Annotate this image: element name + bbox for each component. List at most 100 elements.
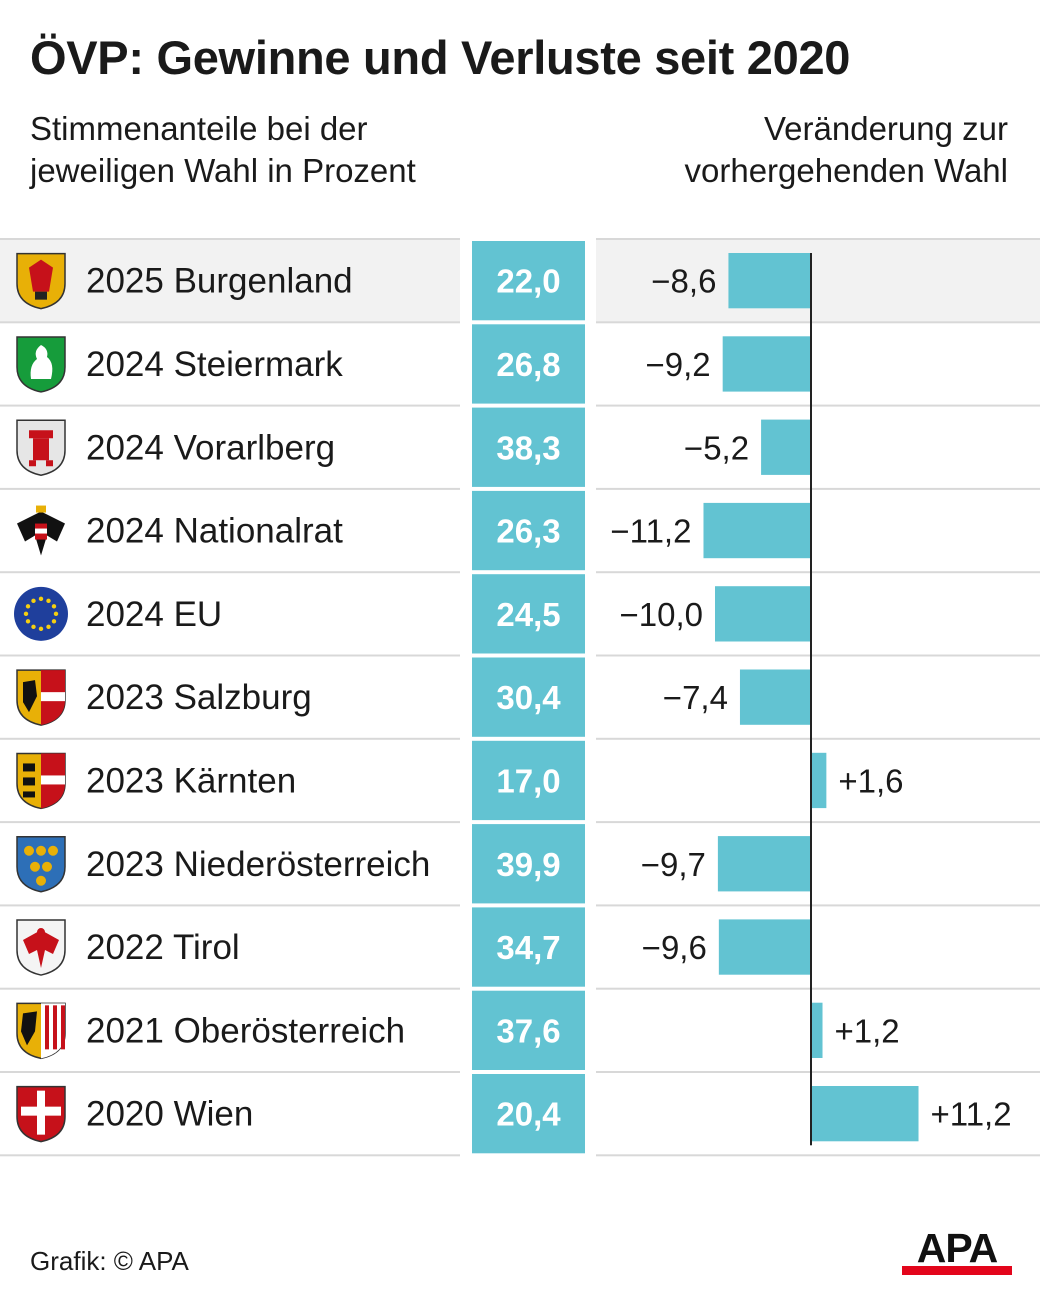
zero-axis [810, 253, 812, 1146]
vote-share-label: 39,9 [496, 846, 560, 883]
chart-title: ÖVP: Gewinne und Verluste seit 2020 [30, 31, 851, 84]
change-label: −9,7 [641, 846, 706, 883]
vote-share-box [472, 241, 585, 321]
subtitle-left-line-1: Stimmenanteile bei der [30, 110, 368, 147]
change-label: +1,2 [835, 1012, 900, 1049]
row-separator-left [0, 1071, 460, 1073]
change-label: −9,6 [642, 929, 707, 966]
vote-share-label: 20,4 [496, 1096, 561, 1133]
category-label: 2023 Niederösterreich [86, 845, 430, 884]
kaernten-coat-of-arms-icon [16, 752, 66, 810]
row-separator-right [596, 487, 1040, 490]
apa-logo: APA [902, 1228, 1012, 1276]
niederoesterreich-coat-of-arms-icon [16, 836, 66, 893]
change-bar [811, 1002, 823, 1058]
eu-flag-icon [14, 586, 68, 641]
burgenland-coat-of-arms-icon [16, 252, 66, 310]
category-label: 2023 Kärnten [86, 761, 296, 800]
change-bar [722, 336, 811, 392]
row-separator-left [0, 737, 460, 740]
change-bar [761, 419, 811, 475]
change-label: +1,6 [838, 762, 903, 799]
row-separator-right [596, 571, 1040, 574]
row-separator-left [0, 487, 460, 490]
row-separator-right [596, 1154, 1040, 1157]
change-bar [811, 1086, 919, 1142]
row-separator-right [596, 321, 1040, 324]
row-separator-right [596, 987, 1040, 990]
row-separator-left [0, 1154, 460, 1157]
highlight-row-left [0, 239, 460, 323]
category-label: 2021 Oberösterreich [86, 1011, 405, 1050]
subtitle-right: Veränderung zur vorhergehenden Wahl [685, 108, 1009, 192]
vote-share-box [472, 574, 585, 654]
change-bar [717, 836, 811, 892]
row-separator-left [0, 404, 460, 407]
change-bar [739, 669, 811, 725]
subtitle-left: Stimmenanteile bei der jeweiligen Wahl i… [30, 108, 416, 192]
subtitle-left-line-2: jeweiligen Wahl in Prozent [30, 152, 416, 189]
category-label: 2024 Vorarlberg [86, 428, 335, 467]
vote-share-box [472, 1074, 585, 1154]
vote-share-label: 24,5 [496, 596, 560, 633]
category-label: 2024 EU [86, 595, 222, 634]
vote-share-label: 34,7 [496, 929, 560, 966]
vote-share-label: 17,0 [496, 762, 560, 799]
row-separator-right [596, 737, 1040, 740]
subtitle-right-line-2: vorhergehenden Wahl [684, 152, 1009, 189]
category-label: 2022 Tirol [86, 928, 240, 967]
change-label: −10,0 [620, 596, 704, 633]
row-separator-left [0, 321, 460, 324]
row-separator-right [596, 238, 1040, 240]
change-label: −5,2 [684, 429, 749, 466]
row-separator-left [0, 571, 460, 574]
oberoesterreich-coat-of-arms-icon [16, 1002, 66, 1060]
highlight-row-right [596, 239, 1040, 323]
vote-share-label: 26,8 [496, 346, 560, 383]
change-label: −8,6 [651, 263, 716, 300]
subtitle-right-line-1: Veränderung zur [763, 110, 1008, 147]
change-label: +11,2 [931, 1096, 1012, 1133]
row-separator-left [0, 821, 460, 824]
change-bar [811, 752, 827, 809]
row-separator-right [596, 404, 1040, 407]
change-bar [728, 253, 811, 309]
change-bar [718, 919, 811, 975]
row-separator-left [0, 904, 460, 907]
row-separator-right [596, 654, 1040, 657]
vote-share-box [472, 407, 585, 487]
austria-eagle-icon [17, 505, 65, 556]
vote-share-box [472, 657, 585, 737]
row-separator-left [0, 654, 460, 657]
row-separator-right [596, 904, 1040, 907]
change-label: −9,2 [646, 346, 711, 383]
vote-share-box [472, 990, 585, 1070]
vote-share-box [472, 490, 585, 571]
wien-coat-of-arms-icon [16, 1085, 66, 1143]
change-bar [703, 502, 811, 559]
vote-share-label: 38,3 [496, 429, 560, 466]
change-bar [715, 586, 811, 642]
vote-share-box [472, 740, 585, 821]
row-separator-right [596, 821, 1040, 824]
row-separator-right [596, 1071, 1040, 1073]
change-label: −7,4 [663, 679, 728, 716]
credit: Grafik: © APA [30, 1246, 189, 1276]
tirol-coat-of-arms-icon [16, 919, 66, 976]
row-separator-left [0, 987, 460, 990]
apa-logo-bar [902, 1266, 1012, 1275]
vote-share-box [472, 824, 585, 904]
change-label: −11,2 [610, 513, 691, 550]
vote-share-label: 26,3 [496, 513, 560, 550]
category-label: 2024 Nationalrat [86, 512, 343, 551]
category-label: 2020 Wien [86, 1095, 253, 1134]
category-label: 2023 Salzburg [86, 678, 312, 717]
steiermark-coat-of-arms-icon [16, 336, 66, 393]
apa-logo-text: APA [916, 1225, 999, 1271]
vote-share-label: 22,0 [496, 263, 560, 300]
vote-share-box [472, 907, 585, 987]
category-label: 2025 Burgenland [86, 262, 353, 301]
category-label: 2024 Steiermark [86, 345, 343, 384]
vote-share-box [472, 324, 585, 404]
salzburg-coat-of-arms-icon [16, 669, 66, 726]
